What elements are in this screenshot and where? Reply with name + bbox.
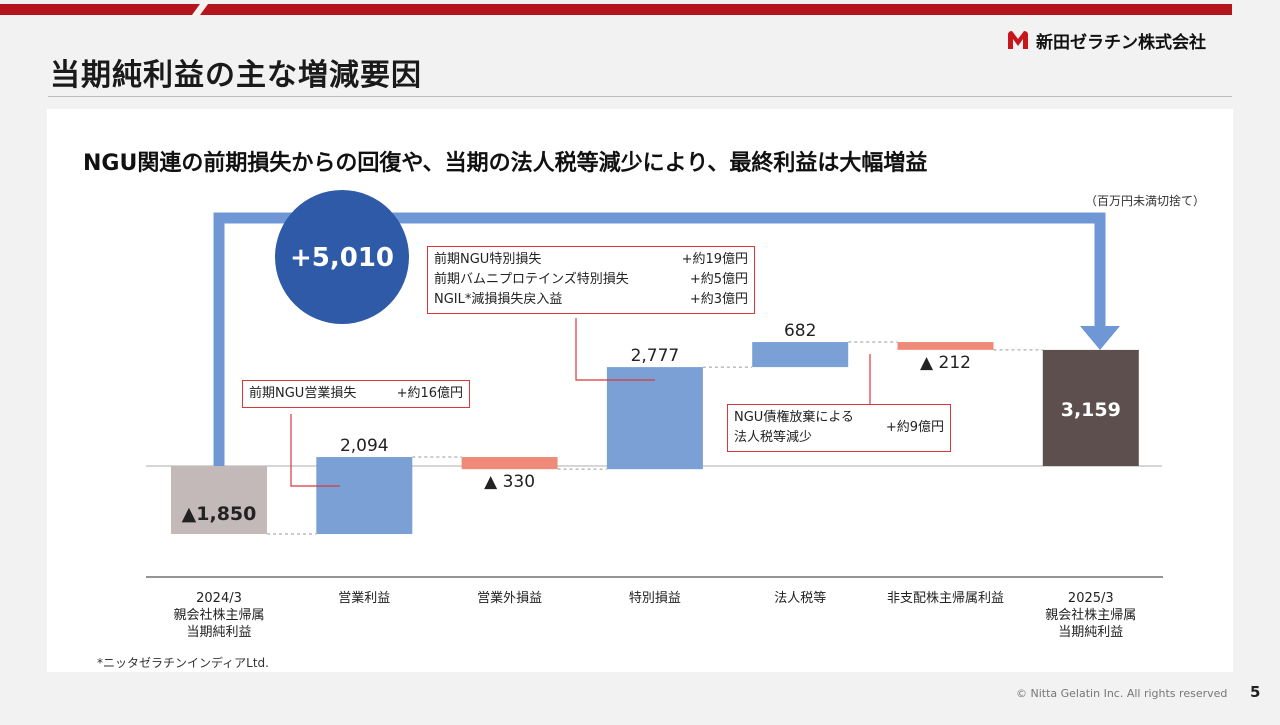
top-accent-bar-graphic bbox=[0, 4, 1232, 15]
page-title: 当期純利益の主な増減要因 bbox=[50, 58, 422, 93]
callout-value: +約19億円 bbox=[681, 252, 748, 267]
company-logo: 新田ゼラチン株式会社 bbox=[1006, 28, 1206, 53]
callout-row: NGIL*減損損失戻入益 +約3億円 bbox=[434, 290, 748, 310]
page-number: 5 bbox=[1250, 683, 1261, 701]
bar-0 bbox=[171, 466, 267, 534]
callout-item: NGIL*減損損失戻入益 bbox=[434, 292, 563, 307]
callout-leader-0 bbox=[290, 414, 340, 487]
total-change-bubble bbox=[275, 190, 409, 324]
data-label-0: ▲1,850 bbox=[182, 503, 257, 525]
callout-item: 前期NGU営業損失 bbox=[249, 386, 357, 401]
callout-box: 前期NGU特別損失 +約19億円前期バムニプロテインズ特別損失 +約5億円 NGIL*… bbox=[427, 246, 755, 314]
total-change-label: +5,010 bbox=[290, 243, 394, 273]
callout-value: +約16億円 bbox=[396, 386, 463, 401]
callout-value: +約5億円 bbox=[689, 272, 748, 287]
category-label-3: 特別損益 bbox=[629, 591, 681, 606]
category-label-4: 法人税等 bbox=[774, 590, 826, 606]
total-change-arrow bbox=[213, 212, 1106, 466]
category-label-6: 当期純利益 bbox=[1058, 625, 1123, 640]
bar-3 bbox=[606, 367, 703, 470]
callout-box: NGU債権放棄による 法人税等減少 +約9億円 bbox=[727, 404, 951, 452]
company-name: 新田ゼラチン株式会社 bbox=[1036, 32, 1206, 53]
category-label-2: 営業外損益 bbox=[477, 590, 542, 606]
callout-row: 前期NGU営業損失 +約16億円 bbox=[249, 384, 463, 404]
data-label-6: 3,159 bbox=[1061, 399, 1121, 421]
top-accent-bar bbox=[0, 0, 1280, 15]
copyright: © Nitta Gelatin Inc. All rights reserved bbox=[1016, 687, 1228, 700]
category-label-1: 営業利益 bbox=[338, 590, 390, 606]
bar-5 bbox=[897, 342, 994, 350]
category-label-0: 親会社株主帰属 bbox=[173, 607, 264, 623]
category-label-0: 当期純利益 bbox=[186, 625, 251, 640]
category-label-6: 2025/3 bbox=[1068, 591, 1114, 606]
data-label-4: 682 bbox=[784, 321, 816, 341]
callout-row: 前期NGU特別損失 +約19億円 bbox=[434, 250, 748, 270]
unit-note: （百万円未満切捨て） bbox=[1084, 194, 1205, 208]
bar-1 bbox=[316, 457, 413, 534]
callout-row: 前期バムニプロテインズ特別損失 +約5億円 bbox=[434, 270, 748, 290]
logo-mark-icon bbox=[1008, 31, 1028, 49]
chart-subtitle: NGU関連の前期損失からの回復や、当期の法人税等減少により、最終利益は大幅増益 bbox=[83, 151, 928, 176]
footnote: *ニッタゼラチンインディアLtd. bbox=[97, 656, 269, 670]
callout-value: +約9億円 bbox=[885, 420, 944, 435]
category-label-6: 親会社株主帰属 bbox=[1045, 607, 1136, 623]
callout-item: 前期バムニプロテインズ特別損失 bbox=[434, 272, 629, 287]
category-label-0: 2024/3 bbox=[196, 591, 242, 606]
callout-leader-1 bbox=[575, 318, 655, 381]
title-divider bbox=[48, 96, 1232, 97]
bar-4 bbox=[752, 342, 849, 368]
bar-2 bbox=[461, 457, 558, 470]
total-change-arrowhead bbox=[1080, 326, 1120, 350]
data-label-5: ▲ 212 bbox=[920, 353, 971, 373]
bar-6 bbox=[1042, 349, 1139, 466]
callout-value: +約3億円 bbox=[689, 292, 748, 307]
callout-item: NGU債権放棄による 法人税等減少 bbox=[734, 410, 854, 445]
callout-box: 前期NGU営業損失 +約16億円 bbox=[242, 380, 470, 408]
data-label-1: 2,094 bbox=[340, 436, 389, 456]
category-label-5: 非支配株主帰属利益 bbox=[887, 590, 1004, 606]
callout-row: NGU債権放棄による 法人税等減少 +約9億円 bbox=[734, 408, 944, 448]
callout-item: 前期NGU特別損失 bbox=[434, 252, 542, 267]
data-label-2: ▲ 330 bbox=[484, 472, 535, 492]
data-label-3: 2,777 bbox=[631, 346, 680, 366]
